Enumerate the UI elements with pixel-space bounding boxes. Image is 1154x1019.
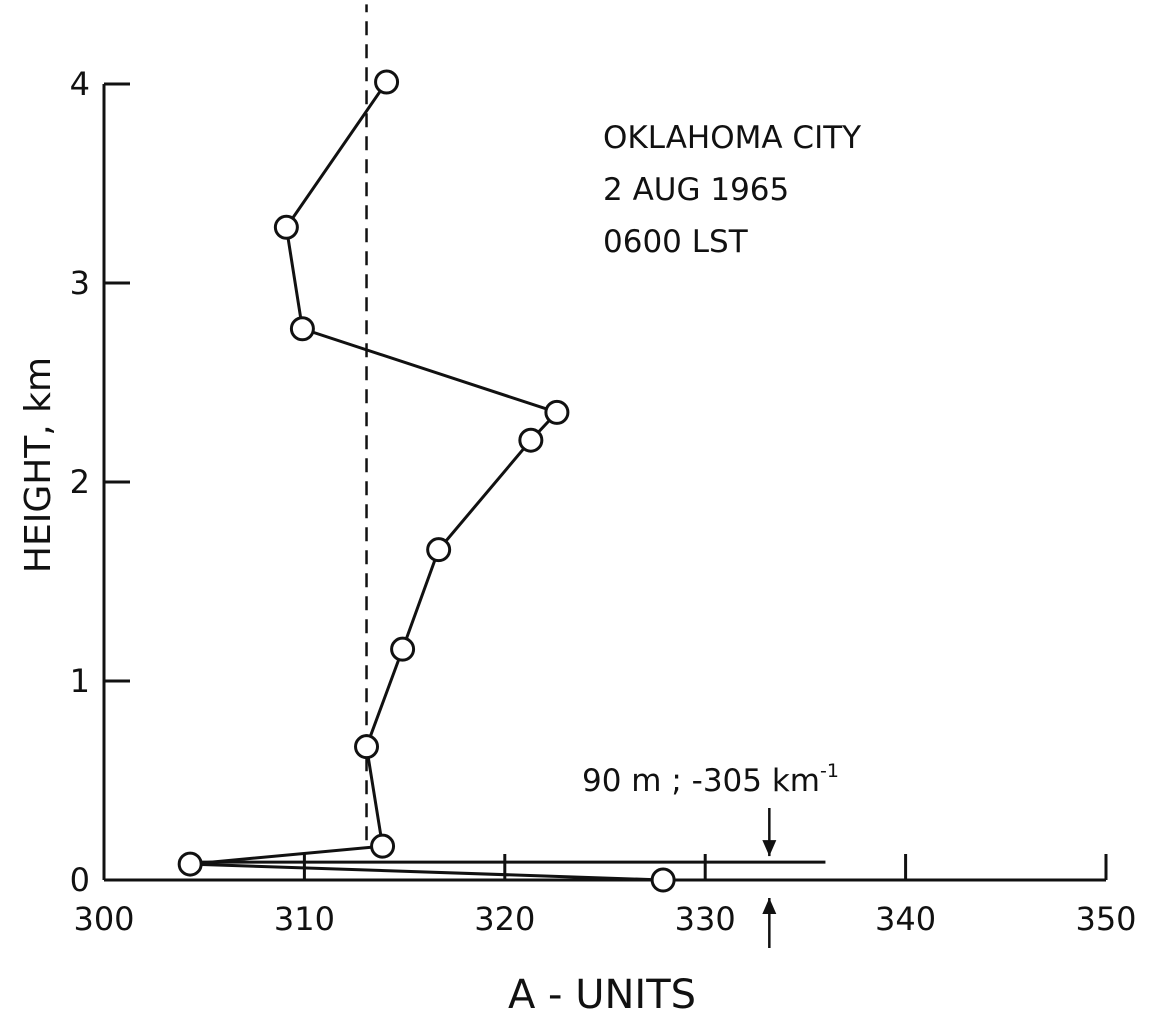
annotation-line-3: 0600 LST: [603, 224, 749, 260]
x-tick-label-350: 350: [1075, 900, 1136, 938]
y-tick-label-2: 2: [70, 463, 90, 501]
inversion-label: 90 m ; -305 km-1: [582, 760, 839, 799]
annotation-line-1: OKLAHOMA CITY: [603, 120, 861, 156]
inversion-arrow-up-head: [762, 898, 777, 914]
ticks: 300 310 320 330 340 350 0 1 2 3 4: [70, 65, 1137, 938]
series-0-point-5: [426, 537, 452, 563]
y-tick-label-1: 1: [70, 662, 90, 700]
y-tick-label-0: 0: [70, 861, 90, 899]
annotation-line-2: 2 AUG 1965: [603, 172, 789, 208]
series-0-point-0: [650, 867, 676, 893]
y-axis-label: HEIGHT, km: [18, 357, 59, 573]
inversion-arrow-down-head: [762, 840, 777, 857]
series-0-point-2: [370, 833, 396, 859]
series-group: [177, 69, 676, 893]
inversion-label-main: 90 m ; -305 km: [582, 763, 820, 799]
inversion-label-superscript: -1: [820, 760, 839, 782]
series-0-point-8: [289, 316, 315, 342]
x-axis-label: A - UNITS: [508, 972, 696, 1018]
y-tick-label-3: 3: [70, 264, 90, 302]
x-tick-label-330: 330: [675, 900, 736, 938]
series-0-point-7: [544, 399, 570, 425]
y-tick-label-4: 4: [70, 65, 90, 103]
series-0-point-10: [374, 69, 400, 95]
inversion-annotation-group: [190, 808, 826, 948]
x-tick-label-320: 320: [474, 900, 535, 938]
series-0-point-9: [273, 214, 299, 240]
series-0-line: [190, 81, 664, 882]
series-0-point-4: [390, 636, 416, 662]
x-tick-label-310: 310: [274, 900, 335, 938]
series-0-point-1: [177, 851, 203, 877]
series-0-point-3: [354, 734, 380, 760]
series-0-point-6: [518, 427, 544, 453]
x-tick-label-300: 300: [73, 900, 134, 938]
x-tick-label-340: 340: [875, 900, 936, 938]
